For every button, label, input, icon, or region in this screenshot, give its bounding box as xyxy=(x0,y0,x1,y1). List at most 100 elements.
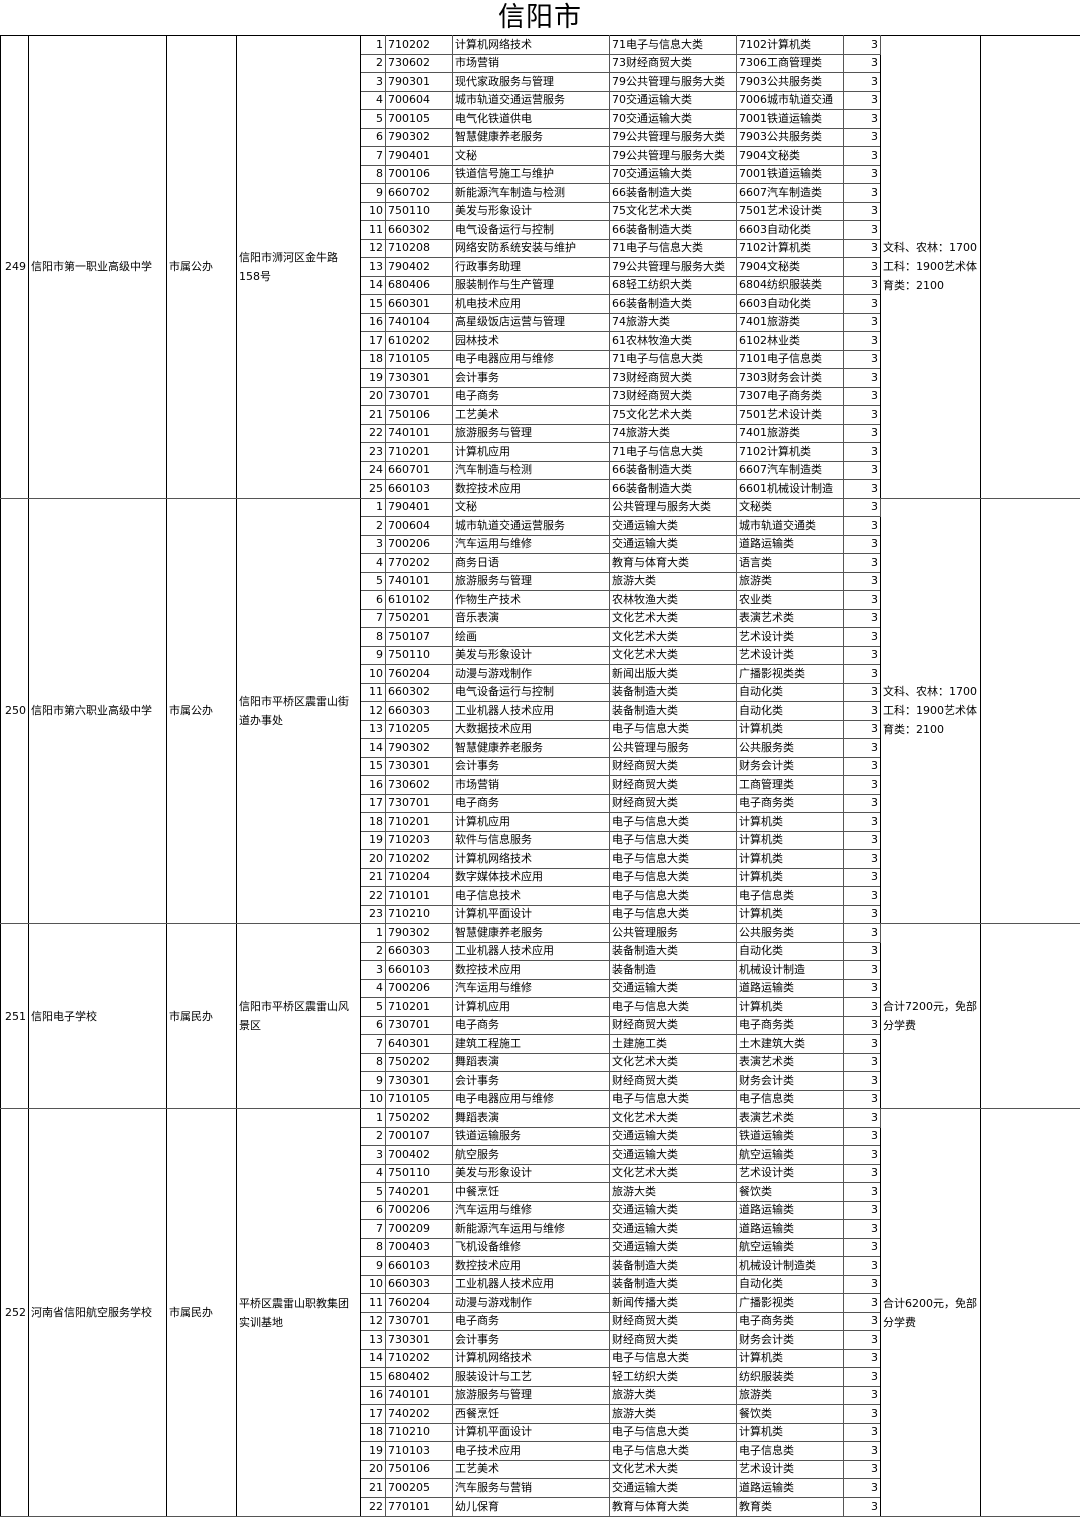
row-index: 6 xyxy=(360,590,386,610)
major-code: 770202 xyxy=(385,553,453,573)
major-code: 710208 xyxy=(385,238,453,258)
major-subcategory: 计算机类 xyxy=(736,1422,844,1442)
major-name: 新能源汽车运用与维修 xyxy=(452,1219,610,1239)
major-subcategory: 表演艺术类 xyxy=(736,1108,844,1128)
study-years: 3 xyxy=(843,460,881,480)
table-row: 17 740202 西餐烹饪 旅游大类 餐饮类 3 xyxy=(1,1404,1080,1424)
major-name: 软件与信息服务 xyxy=(452,830,610,850)
study-years: 3 xyxy=(843,1182,881,1202)
major-subcategory: 餐饮类 xyxy=(736,1182,844,1202)
major-name: 工业机器人技术应用 xyxy=(452,941,610,961)
major-code: 740101 xyxy=(385,571,453,591)
study-years: 3 xyxy=(843,886,881,906)
major-code: 700206 xyxy=(385,1200,453,1220)
major-category: 71电子与信息大类 xyxy=(609,35,737,55)
study-years: 3 xyxy=(843,553,881,573)
major-subcategory: 教育类 xyxy=(736,1496,844,1517)
school-address: 平桥区震雷山职教集团实训基地 xyxy=(236,1108,361,1517)
major-name: 计算机平面设计 xyxy=(452,1422,610,1442)
major-category: 文化艺术大类 xyxy=(609,627,737,647)
major-name: 航空服务 xyxy=(452,1145,610,1165)
study-years: 3 xyxy=(843,1348,881,1368)
table-row: 2 660303 工业机器人技术应用 装备制造大类 自动化类 3 xyxy=(1,941,1080,961)
major-code: 710105 xyxy=(385,1089,453,1109)
table-row: 4 750110 美发与形象设计 文化艺术大类 艺术设计类 3 xyxy=(1,1163,1080,1183)
major-category: 轻工纺织大类 xyxy=(609,1367,737,1387)
major-code: 730301 xyxy=(385,1071,453,1091)
table-row: 8 700106 铁道信号施工与维护 70交通运输大类 7001铁道运输类 3 xyxy=(1,164,1080,184)
table-row: 250 信阳市第六职业高级中学 市属公办 信阳市平桥区震雷山街道办事处 1 790401 文… xyxy=(0,497,1080,924)
major-subcategory: 6603自动化类 xyxy=(736,220,844,240)
study-years: 3 xyxy=(843,220,881,240)
major-category: 旅游大类 xyxy=(609,1182,737,1202)
major-code: 700106 xyxy=(385,164,453,184)
row-index: 2 xyxy=(360,516,386,536)
major-subcategory: 机械设计制造类 xyxy=(736,1256,844,1276)
major-category: 70交通运输大类 xyxy=(609,90,737,110)
major-code: 790302 xyxy=(385,738,453,758)
school-type: 市属民办 xyxy=(166,1108,237,1517)
major-name: 数控技术应用 xyxy=(452,960,610,980)
major-name: 计算机应用 xyxy=(452,442,610,462)
study-years: 3 xyxy=(843,867,881,887)
school-type: 市属公办 xyxy=(166,497,237,924)
school-name: 信阳市第一职业高级中学 xyxy=(28,35,167,499)
study-years: 3 xyxy=(843,645,881,665)
major-category: 电子与信息大类 xyxy=(609,1089,737,1109)
major-subcategory: 电子商务类 xyxy=(736,1015,844,1035)
study-years: 3 xyxy=(843,257,881,277)
row-index: 4 xyxy=(360,90,386,110)
major-name: 汽车运用与维修 xyxy=(452,1200,610,1220)
table-row: 20 750106 工艺美术 文化艺术大类 艺术设计类 3 xyxy=(1,1459,1080,1479)
major-code: 700205 xyxy=(385,1478,453,1498)
major-category: 电子与信息大类 xyxy=(609,997,737,1017)
major-code: 660301 xyxy=(385,294,453,314)
study-years: 3 xyxy=(843,183,881,203)
major-category: 财经商贸大类 xyxy=(609,793,737,813)
major-category: 电子与信息大类 xyxy=(609,719,737,739)
major-category: 交通运输大类 xyxy=(609,978,737,998)
row-index: 2 xyxy=(360,53,386,73)
row-index: 18 xyxy=(360,349,386,369)
school-type: 市属公办 xyxy=(166,35,237,499)
major-code: 710202 xyxy=(385,849,453,869)
major-code: 750110 xyxy=(385,201,453,221)
major-subcategory: 航空运输类 xyxy=(736,1145,844,1165)
major-code: 710202 xyxy=(385,1348,453,1368)
row-index: 2 xyxy=(360,941,386,961)
table-row: 21 710204 数字媒体技术应用 电子与信息大类 计算机类 3 xyxy=(1,867,1080,887)
major-code: 710201 xyxy=(385,442,453,462)
major-category: 73财经商贸大类 xyxy=(609,368,737,388)
major-code: 730301 xyxy=(385,756,453,776)
major-category: 电子与信息大类 xyxy=(609,886,737,906)
major-category: 电子与信息大类 xyxy=(609,1348,737,1368)
study-years: 3 xyxy=(843,997,881,1017)
row-index: 18 xyxy=(360,812,386,832)
table-row: 6 790302 智慧健康养老服务 79公共管理与服务大类 7903公共服务类 3 xyxy=(1,127,1080,147)
major-subcategory: 自动化类 xyxy=(736,1274,844,1294)
study-years: 3 xyxy=(843,164,881,184)
major-category: 财经商贸大类 xyxy=(609,1330,737,1350)
school-number: 249 xyxy=(0,35,29,499)
table-row: 19 730301 会计事务 73财经商贸大类 7303财务会计类 3 xyxy=(1,368,1080,388)
row-index: 16 xyxy=(360,1385,386,1405)
major-name: 旅游服务与管理 xyxy=(452,571,610,591)
major-code: 710205 xyxy=(385,719,453,739)
major-category: 交通运输大类 xyxy=(609,1145,737,1165)
major-category: 70交通运输大类 xyxy=(609,164,737,184)
major-subcategory: 6603自动化类 xyxy=(736,294,844,314)
major-name: 旅游服务与管理 xyxy=(452,1385,610,1405)
major-name: 计算机应用 xyxy=(452,812,610,832)
major-subcategory: 语言类 xyxy=(736,553,844,573)
major-category: 财经商贸大类 xyxy=(609,1311,737,1331)
study-years: 3 xyxy=(843,793,881,813)
major-subcategory: 计算机类 xyxy=(736,1348,844,1368)
table-row: 252 河南省信阳航空服务学校 市属民办 平桥区震雷山职教集团实训基地 1 750202 舞… xyxy=(0,1108,1080,1517)
major-category: 交通运输大类 xyxy=(609,516,737,536)
major-name: 电子电器应用与维修 xyxy=(452,349,610,369)
major-name: 数字媒体技术应用 xyxy=(452,867,610,887)
major-category: 旅游大类 xyxy=(609,1385,737,1405)
remarks-cell xyxy=(980,923,1080,1109)
row-index: 19 xyxy=(360,830,386,850)
school-name: 信阳市第六职业高级中学 xyxy=(28,497,167,924)
